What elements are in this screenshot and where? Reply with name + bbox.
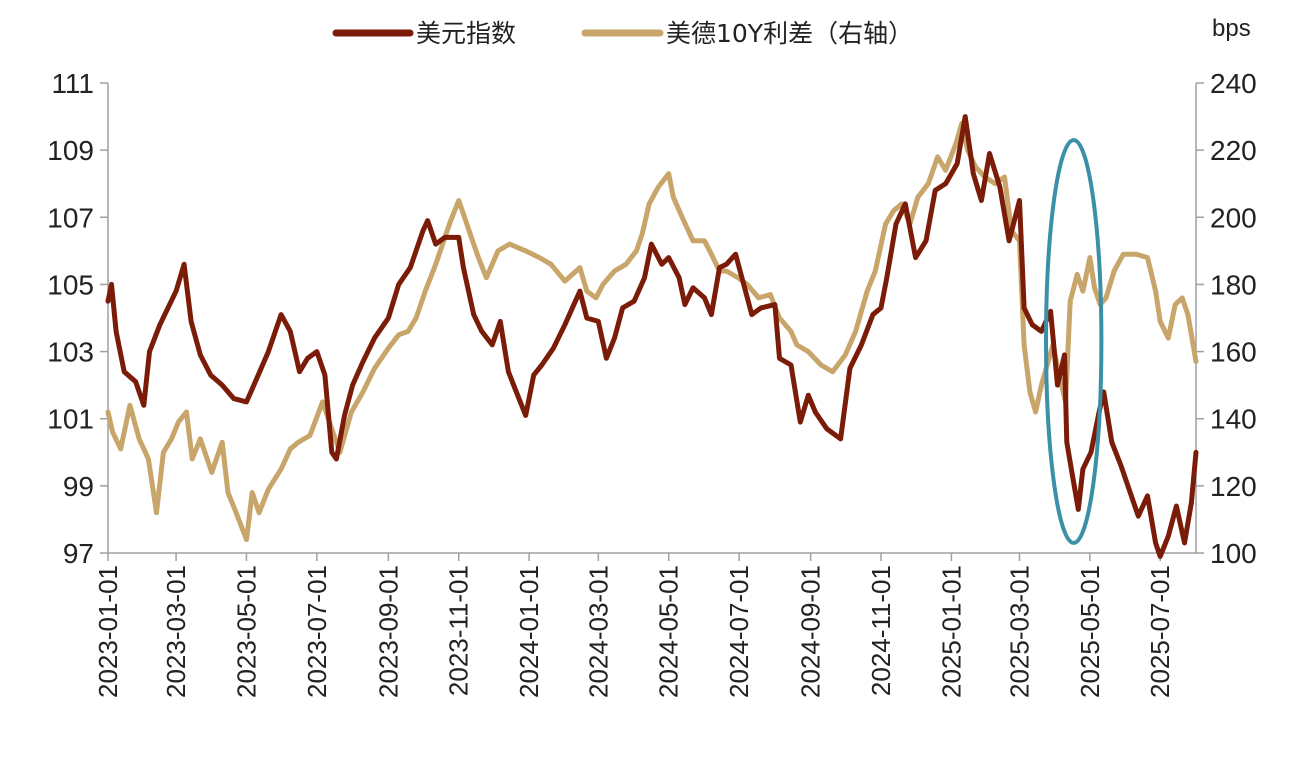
right-axis-ticks: 100 120 140 160 180 200 220 240 (1196, 68, 1257, 569)
x-tick-label: 2025-05-01 (1075, 565, 1105, 698)
left-axis-ticks: 97 99 101 103 105 107 109 111 (47, 68, 108, 569)
left-tick-label: 107 (47, 202, 94, 233)
x-tick-label: 2024-01-01 (514, 565, 544, 698)
x-tick-label: 2025-01-01 (936, 565, 966, 698)
x-tick-label: 2024-11-01 (866, 565, 896, 696)
left-tick-label: 103 (47, 337, 94, 368)
right-tick-label: 100 (1210, 538, 1257, 569)
left-tick-label: 105 (47, 269, 94, 300)
x-tick-label: 2023-09-01 (373, 565, 403, 698)
x-tick-label: 2024-03-01 (583, 565, 613, 698)
right-axis-unit: bps (1212, 15, 1251, 42)
highlight-ellipse (1044, 138, 1104, 545)
plot-area: 97 99 101 103 105 107 109 111 100 120 140 160 180 20… (47, 68, 1256, 698)
x-axis-ticks: 2023-01-01 2023-03-01 2023-05-01 2023-07-01… (93, 553, 1175, 698)
legend-label-us-de-spread: 美德10Y利差（右轴） (666, 19, 913, 48)
right-tick-label: 180 (1210, 269, 1257, 300)
x-tick-label: 2024-07-01 (724, 565, 754, 698)
x-tick-label: 2023-07-01 (302, 565, 332, 698)
x-tick-label: 2023-11-01 (444, 565, 474, 696)
series-line-us-de-spread (105, 120, 1199, 543)
right-tick-label: 240 (1210, 68, 1257, 99)
left-tick-label: 101 (47, 404, 94, 435)
right-tick-label: 120 (1210, 471, 1257, 502)
left-tick-label: 111 (51, 68, 94, 99)
right-tick-label: 220 (1210, 135, 1257, 166)
x-tick-label: 2024-05-01 (654, 565, 684, 698)
right-tick-label: 200 (1210, 202, 1257, 233)
x-tick-label: 2023-03-01 (161, 565, 191, 698)
right-tick-label: 140 (1210, 404, 1257, 435)
x-tick-label: 2025-07-01 (1145, 565, 1175, 698)
left-tick-label: 99 (63, 471, 94, 502)
x-tick-label: 2023-05-01 (231, 565, 261, 698)
right-tick-label: 160 (1210, 337, 1257, 368)
x-tick-label: 2025-03-01 (1004, 565, 1034, 698)
legend-label-usd-index: 美元指数 (416, 19, 516, 48)
left-tick-label: 97 (63, 538, 94, 569)
left-tick-label: 109 (47, 135, 94, 166)
legend: 美元指数 美德10Y利差（右轴） (332, 19, 913, 48)
series-line-usd-index (105, 114, 1199, 559)
x-tick-label: 2024-09-01 (796, 565, 826, 698)
x-tick-label: 2023-01-01 (93, 565, 123, 698)
